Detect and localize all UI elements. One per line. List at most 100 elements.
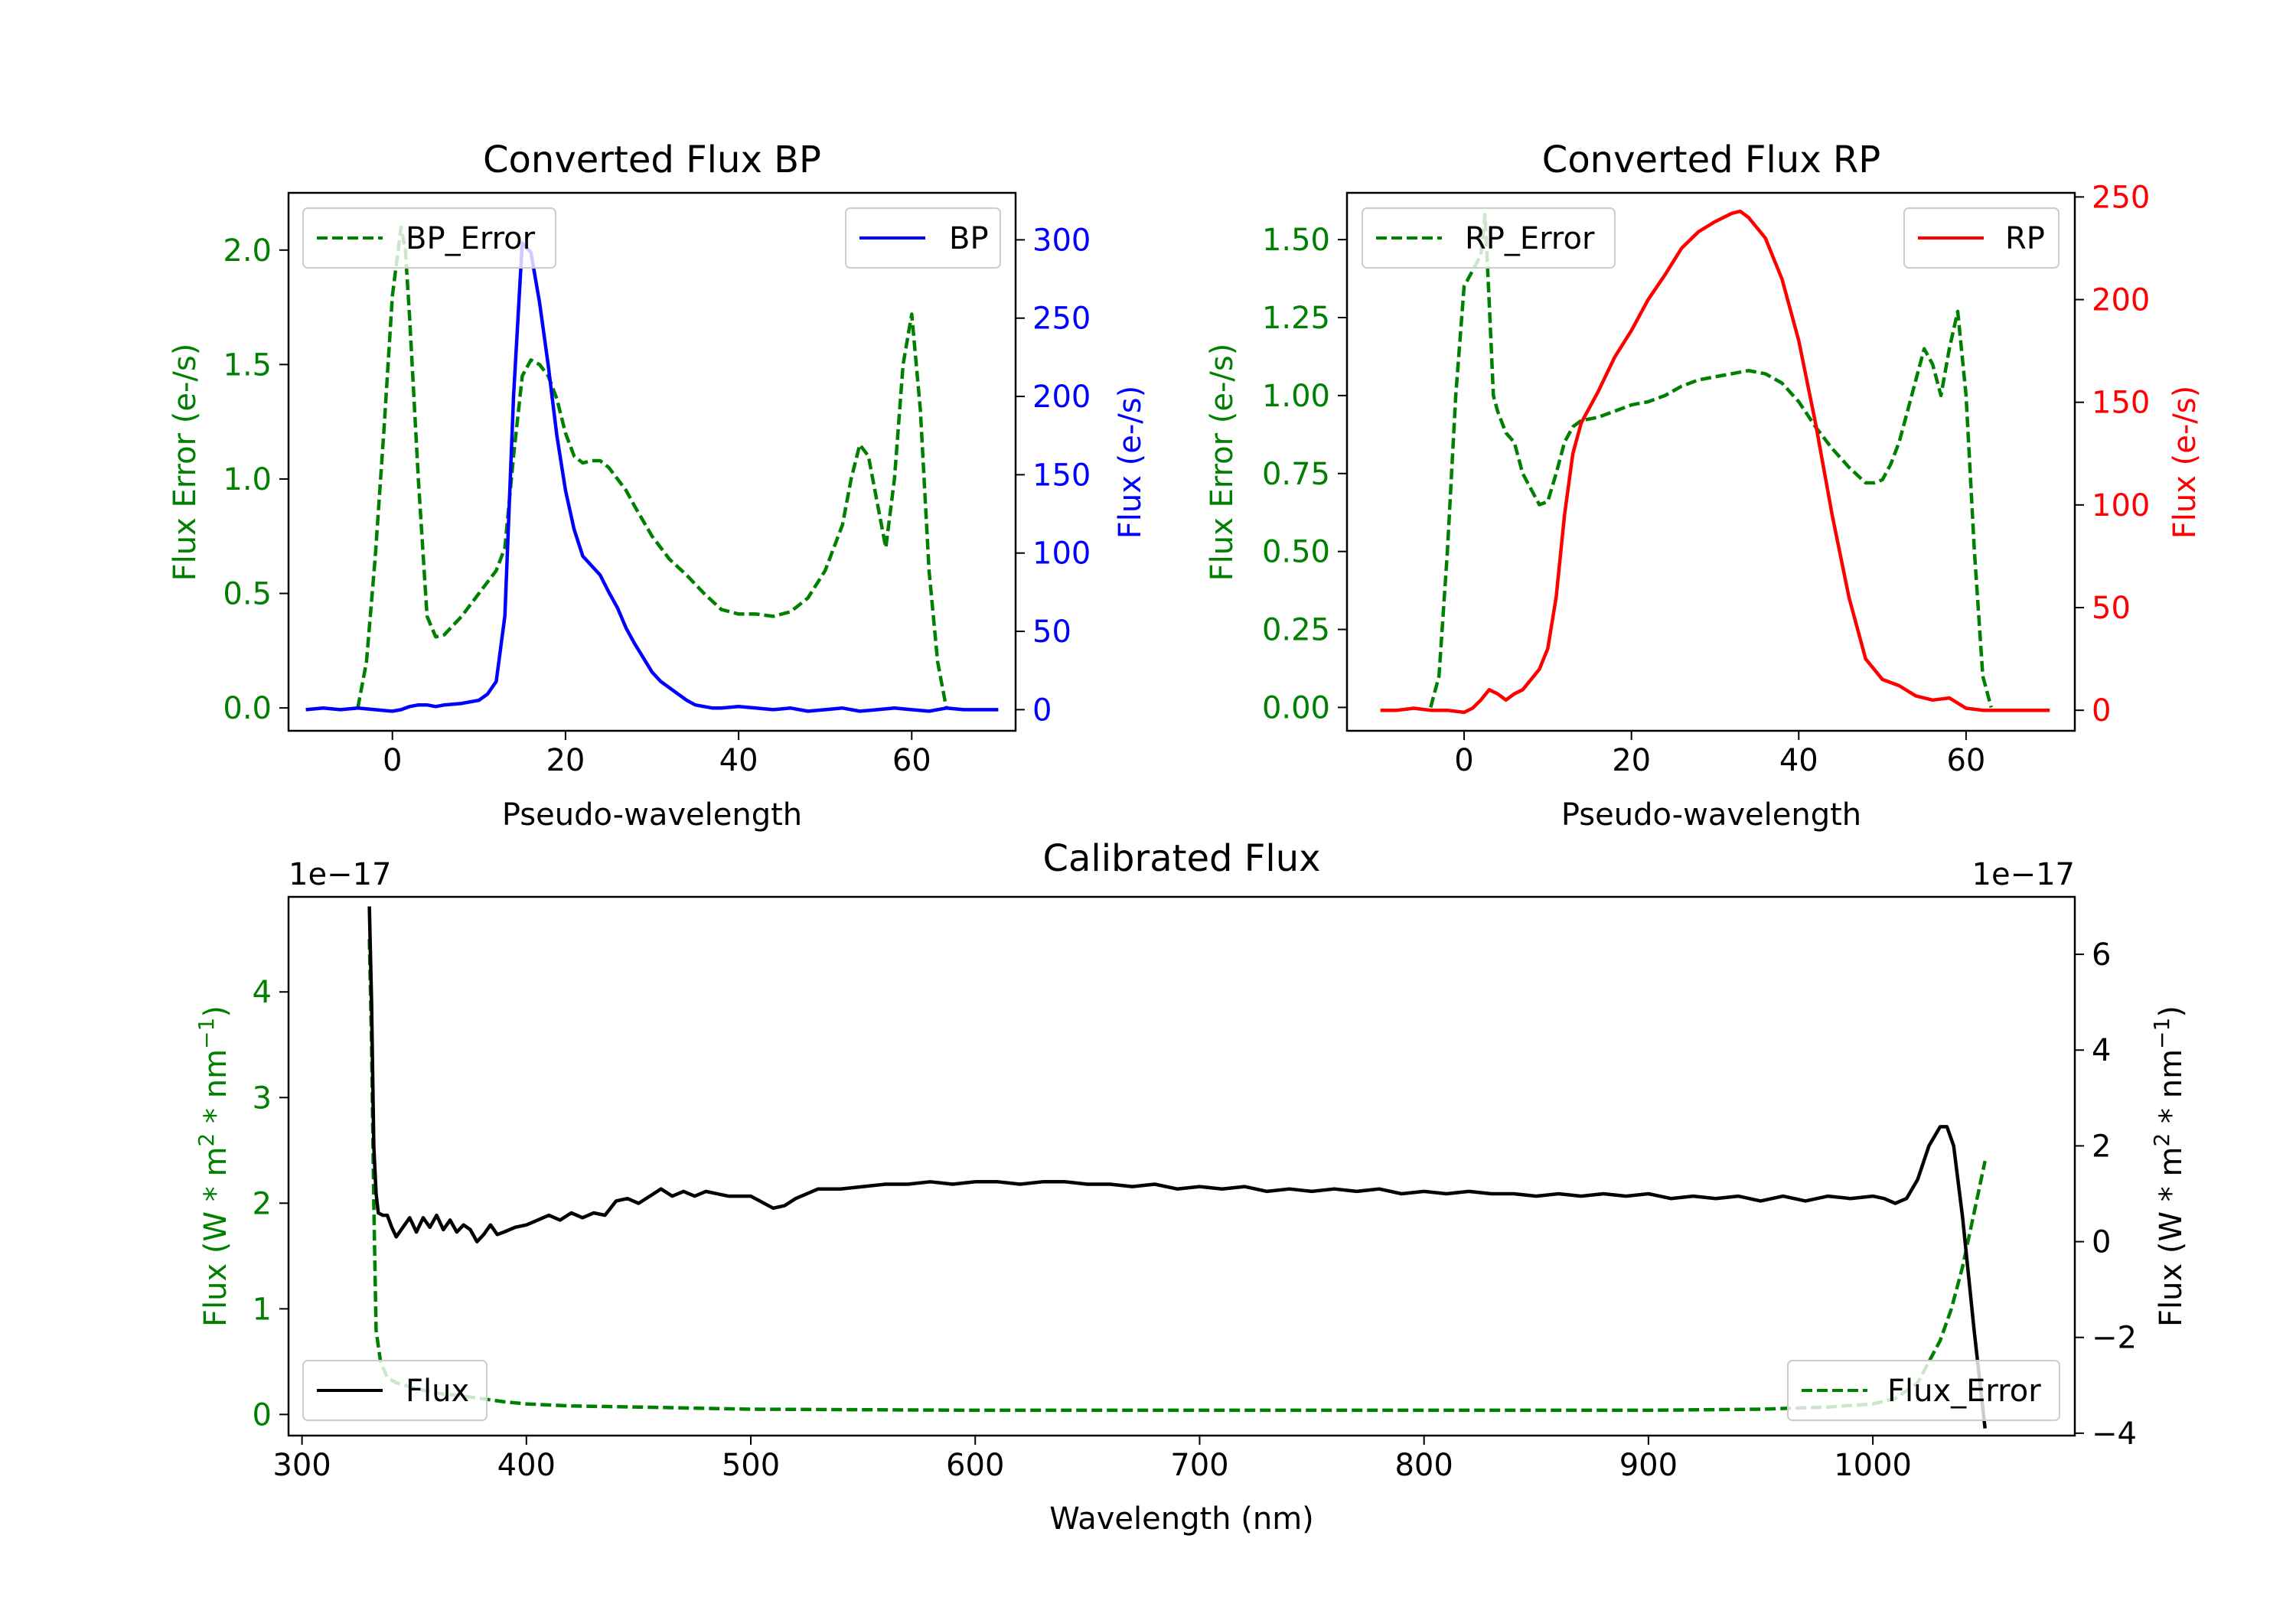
x-axis-label: Pseudo-wavelength (1561, 797, 1861, 833)
x-tick-label: 300 (272, 1448, 331, 1483)
y-axis-label-left: Flux (W * m2 * nm−1) (194, 1006, 233, 1327)
y-tick-label-left: 0.5 (223, 577, 272, 612)
chart-converted-flux-bp: Converted Flux BP 0 20 40 60 0.0 0.5 1.0 1.5 2.0… (168, 139, 1148, 833)
y-label-superscript: −1 (2149, 1018, 2174, 1049)
y-tick-label-left: 2 (253, 1186, 272, 1221)
legend-left: BP_Error (302, 207, 556, 269)
y-tick-label-right: 100 (2092, 488, 2150, 523)
y-tick-label-left: 0.0 (223, 691, 272, 726)
y-tick-label-right: 0 (2092, 693, 2111, 729)
y-tick-label-left: 1.5 (223, 347, 272, 383)
y-label-superscript: 2 (194, 1133, 219, 1147)
x-axis-label: Pseudo-wavelength (502, 797, 802, 833)
series-line-bp-error (356, 225, 948, 709)
y-tick-label-left: 4 (253, 975, 272, 1010)
y-tick-label-left: 0 (253, 1397, 272, 1433)
y-tick-label-right: 200 (2092, 283, 2150, 318)
y-axis-label-right: Flux (e-/s) (1113, 386, 1148, 539)
y-tick-label-right: 150 (1032, 458, 1091, 493)
y-tick-label-left: 1.25 (1262, 301, 1330, 336)
y-axis-label-right: Flux (W * m2 * nm−1) (2149, 1006, 2189, 1327)
legend-label-bp-error: BP_Error (406, 221, 536, 256)
x-tick-label: 800 (1394, 1448, 1453, 1483)
offset-text-left: 1e−17 (289, 857, 391, 892)
legend-label-bp: BP (949, 221, 989, 256)
legend-right: BP (845, 207, 1001, 269)
y-tick-label-left: 1.50 (1262, 223, 1330, 258)
y-tick-label-left: 0.50 (1262, 535, 1330, 570)
y-label-part: Flux (W * m (2154, 1147, 2189, 1327)
y-label-superscript: 2 (2149, 1133, 2174, 1147)
y-tick-label-left: 1 (253, 1292, 272, 1327)
x-tick-label: 0 (383, 743, 402, 778)
series-line-rp-error (1429, 213, 1993, 708)
legend-left: Flux (302, 1360, 488, 1421)
y-tick-label-right: 250 (1032, 302, 1091, 337)
y-label-part: * nm (198, 1049, 233, 1133)
offset-text-right: 1e−17 (1972, 857, 2075, 892)
legend-label-flux: Flux (406, 1374, 469, 1409)
y-tick-label-left: 2.0 (223, 233, 272, 269)
y-axis-label-right: Flux (e-/s) (2167, 386, 2203, 539)
plot-frame (1345, 191, 2076, 732)
y-tick-label-right: −4 (2092, 1416, 2137, 1452)
x-tick-label: 60 (892, 743, 931, 778)
plot-frame (287, 191, 1017, 732)
x-tick-label: 900 (1619, 1448, 1678, 1483)
legend-right: RP (1903, 207, 2060, 269)
legend-box (302, 1360, 488, 1421)
y-tick-label-right: 100 (1032, 536, 1091, 572)
y-tick-label-right: 300 (1032, 223, 1091, 258)
x-tick-label: 500 (722, 1448, 780, 1483)
y-tick-label-right: −2 (2092, 1321, 2137, 1356)
x-axis-label: Wavelength (nm) (1049, 1501, 1314, 1537)
x-tick-label: 40 (1779, 743, 1818, 778)
x-tick-label: 0 (1454, 743, 1473, 778)
y-label-part: * nm (2154, 1049, 2189, 1133)
y-tick-label-right: 2 (2092, 1129, 2111, 1164)
y-tick-label-left: 0.25 (1262, 613, 1330, 648)
y-tick-label-right: 200 (1032, 380, 1091, 415)
x-tick-label: 600 (946, 1448, 1004, 1483)
legend-box (1787, 1360, 2060, 1421)
series-line-bp (305, 241, 999, 713)
chart-title: Converted Flux RP (1542, 139, 1880, 181)
series-line-rp (1380, 209, 2050, 715)
chart-calibrated-flux: Calibrated Flux 300 400 500 600 700 800 900 100… (194, 837, 2189, 1537)
y-label-part: Flux (W * m (198, 1147, 233, 1327)
y-label-superscript: −1 (194, 1018, 219, 1049)
legend-right: Flux_Error (1787, 1360, 2060, 1421)
y-tick-label-right: 0 (1032, 693, 1052, 728)
legend-label-rp-error: RP_Error (1465, 221, 1595, 256)
plot-frame (287, 895, 2076, 1437)
legend-left: RP_Error (1362, 207, 1616, 269)
y-tick-label-right: 50 (1032, 614, 1071, 650)
y-tick-label-left: 0.75 (1262, 457, 1330, 492)
chart-title: Converted Flux BP (483, 139, 821, 181)
legend-label-flux-error: Flux_Error (1887, 1374, 2041, 1409)
x-tick-label: 1000 (1834, 1448, 1912, 1483)
series-line-flux (367, 906, 1987, 1429)
y-axis-label-left: Flux Error (e-/s) (168, 344, 203, 582)
y-tick-label-right: 4 (2092, 1033, 2111, 1068)
legend-box (1362, 207, 1616, 269)
x-tick-label: 60 (1946, 743, 1985, 778)
legend-label-rp: RP (2005, 221, 2045, 256)
y-tick-label-left: 1.00 (1262, 379, 1330, 414)
y-tick-label-right: 50 (2092, 591, 2131, 626)
y-tick-label-right: 150 (2092, 386, 2150, 421)
x-tick-label: 40 (719, 743, 758, 778)
x-tick-label: 400 (497, 1448, 556, 1483)
y-tick-label-right: 6 (2092, 937, 2111, 973)
legend-box (302, 207, 556, 269)
y-label-part: ) (198, 1006, 233, 1018)
chart-converted-flux-rp: Converted Flux RP 0 20 40 60 0.00 0.25 0.50 0.7… (1205, 139, 2203, 833)
y-tick-label-left: 0.00 (1262, 690, 1330, 725)
y-tick-label-right: 0 (2092, 1225, 2111, 1260)
chart-title: Calibrated Flux (1042, 837, 1320, 880)
y-tick-label-left: 1.0 (223, 462, 272, 497)
x-tick-label: 700 (1170, 1448, 1228, 1483)
y-tick-label-left: 3 (253, 1081, 272, 1116)
y-axis-label-left: Flux Error (e-/s) (1205, 344, 1240, 582)
